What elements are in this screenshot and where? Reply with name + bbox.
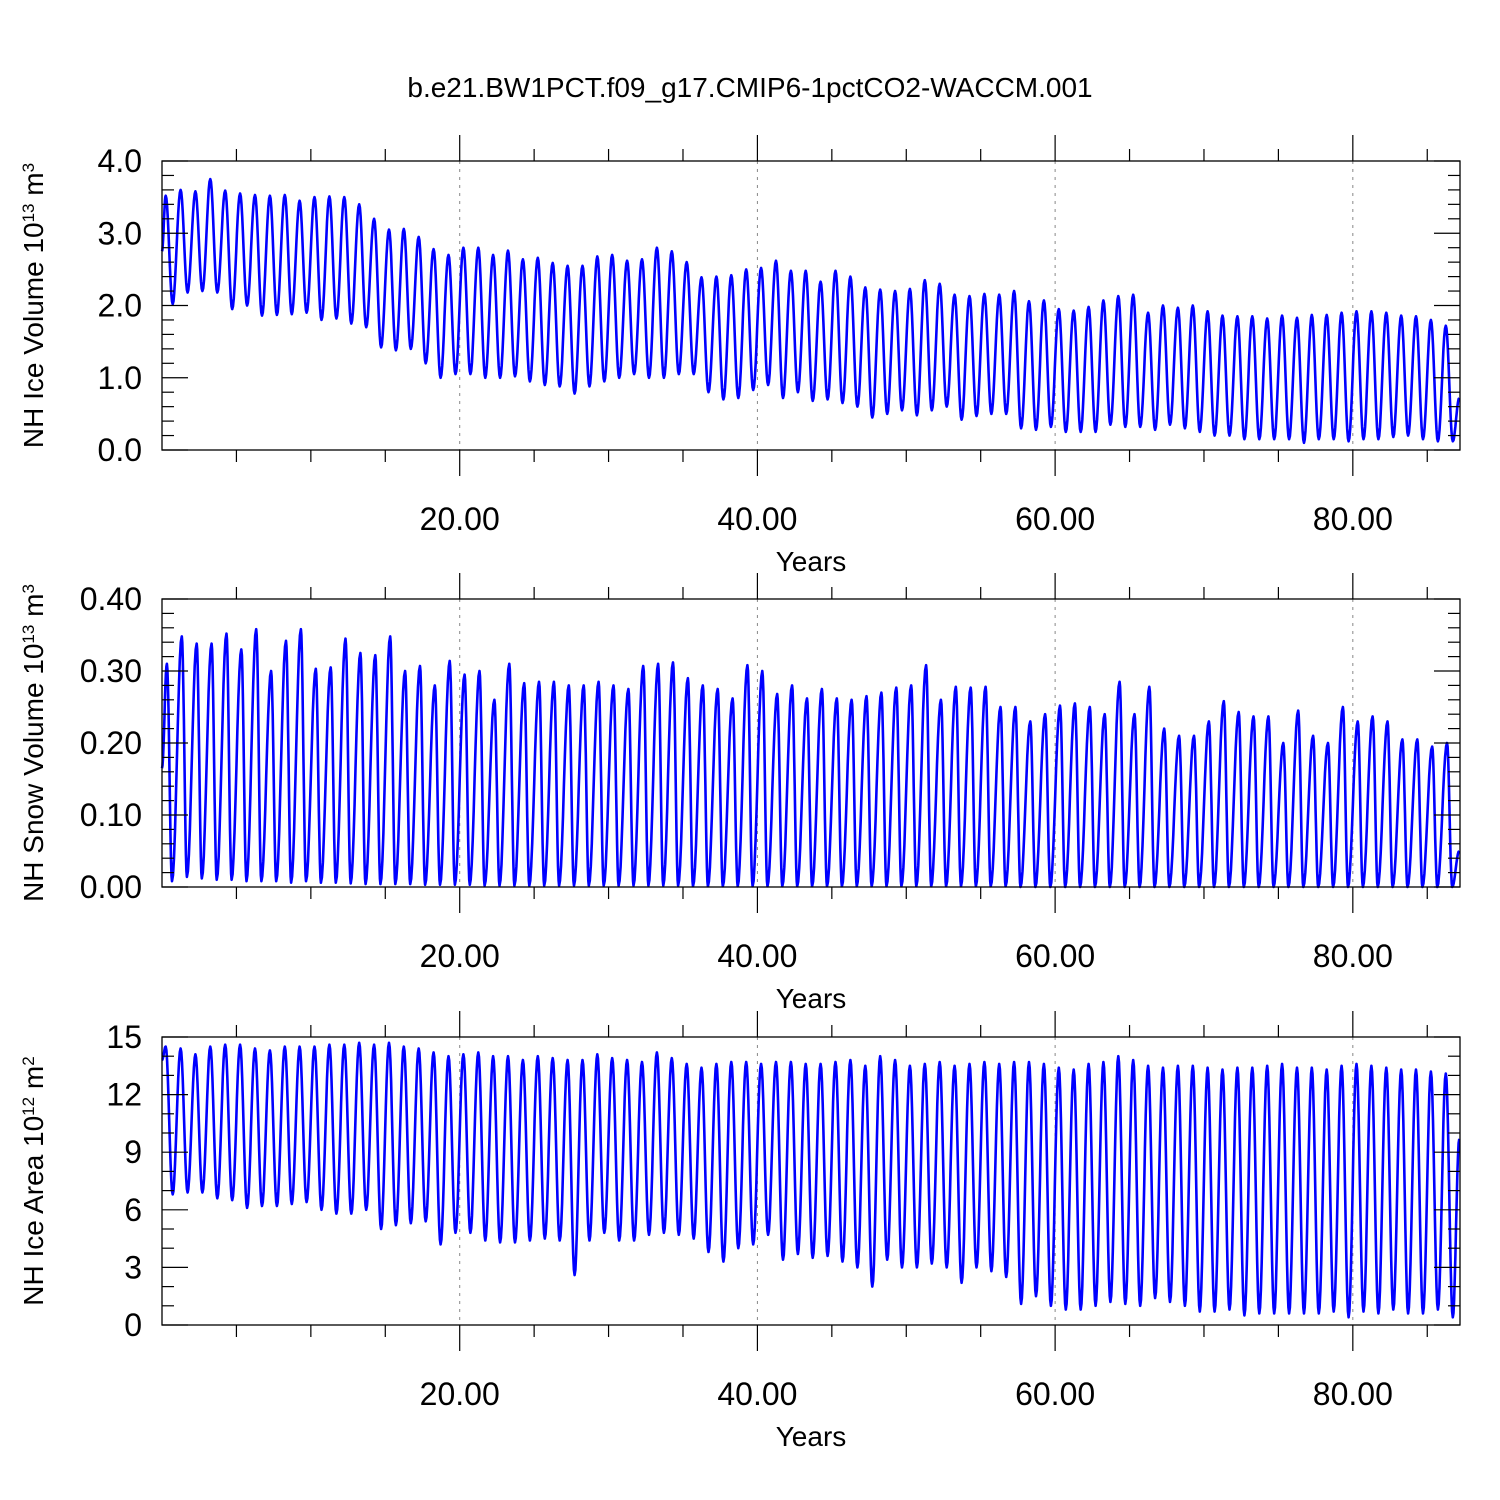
y-tick-label: 2.0: [98, 288, 142, 324]
plot-frame: [161, 160, 1461, 451]
x-tick-label: 80.00: [1313, 938, 1393, 974]
x-tick-label: 40.00: [717, 501, 797, 537]
x-tick-label: 60.00: [1015, 938, 1095, 974]
y-axis-label-exponent: 13: [19, 203, 38, 222]
x-axis-label: Years: [776, 546, 847, 577]
y-tick-label: 6: [124, 1192, 142, 1228]
y-axis-label: NH Snow Volume 1013 m3: [18, 584, 49, 902]
panel-1: 0.0 1.0 2.0 3.0 4.0 20.00 40.00 60.00 80.00 Years…: [18, 135, 1461, 577]
y-tick-label: 0.40: [80, 581, 142, 617]
y-axis-label-text: NH Ice Area 10: [18, 1116, 49, 1306]
x-tick-label: 20.00: [420, 938, 500, 974]
x-axis-label: Years: [776, 983, 847, 1014]
y-tick-label: 3.0: [98, 215, 142, 251]
y-axis-label-exponent: 3: [19, 584, 38, 593]
y-axis-label: NH Ice Volume 1013 m3: [18, 163, 49, 448]
series-line: [160, 177, 1461, 445]
y-tick-label: 15: [106, 1019, 142, 1055]
x-tick-label: 80.00: [1313, 501, 1393, 537]
y-tick-label: 1.0: [98, 360, 142, 396]
figure-title: b.e21.BW1PCT.f09_g17.CMIP6-1pctCO2-WACCM…: [407, 72, 1092, 103]
y-axis-label-text: m: [18, 172, 49, 203]
panels: 0.01.02.03.04.020.00 40.00 60.00 80.00Years…: [18, 135, 1461, 1452]
x-tick-label: 20.00: [420, 501, 500, 537]
y-tick-label: 12: [106, 1077, 142, 1113]
y-tick-label: 0.10: [80, 797, 142, 833]
y-axis-label: NH Ice Area 1012 m2: [18, 1056, 49, 1305]
y-axis-label-text: NH Snow Volume 10: [18, 644, 49, 902]
y-tick-label: 4.0: [98, 143, 142, 179]
y-axis-label-text: m: [18, 594, 49, 625]
x-tick-label: 60.00: [1015, 1376, 1095, 1412]
y-axis-label-exponent: 3: [19, 163, 38, 172]
y-tick-label: 0.00: [80, 869, 142, 905]
series-line: [161, 1041, 1461, 1319]
y-axis-label-exponent: 12: [19, 1097, 38, 1116]
y-tick-label: 9: [124, 1134, 142, 1170]
x-tick-label: 20.00: [420, 1376, 500, 1412]
x-tick-label: 60.00: [1015, 501, 1095, 537]
x-axis-label: Years: [776, 1421, 847, 1452]
x-tick-label: 40.00: [717, 1376, 797, 1412]
plot-frame: [161, 1036, 1461, 1326]
y-axis-label-text: NH Ice Volume 10: [18, 222, 49, 448]
y-tick-label: 0.20: [80, 725, 142, 761]
series-line: [160, 627, 1461, 889]
y-tick-label: 0.0: [98, 432, 142, 468]
panel-3: 0 3 6 9 12 15 20.00 40.00 60.00 80.00 Years NH Ice …: [18, 1011, 1461, 1452]
x-tick-label: 40.00: [717, 938, 797, 974]
x-tick-label: 80.00: [1313, 1376, 1393, 1412]
y-tick-label: 0.30: [80, 653, 142, 689]
y-tick-label: 3: [124, 1249, 142, 1285]
y-tick-label: 0: [124, 1307, 142, 1343]
panel-2: 0.00 0.10 0.20 0.30 0.40 20.00 40.00 60.00 80.00…: [18, 573, 1461, 1014]
y-axis-label-exponent: 13: [19, 625, 38, 644]
y-axis-label-text: m: [18, 1066, 49, 1097]
y-axis-label-exponent: 2: [19, 1056, 38, 1065]
